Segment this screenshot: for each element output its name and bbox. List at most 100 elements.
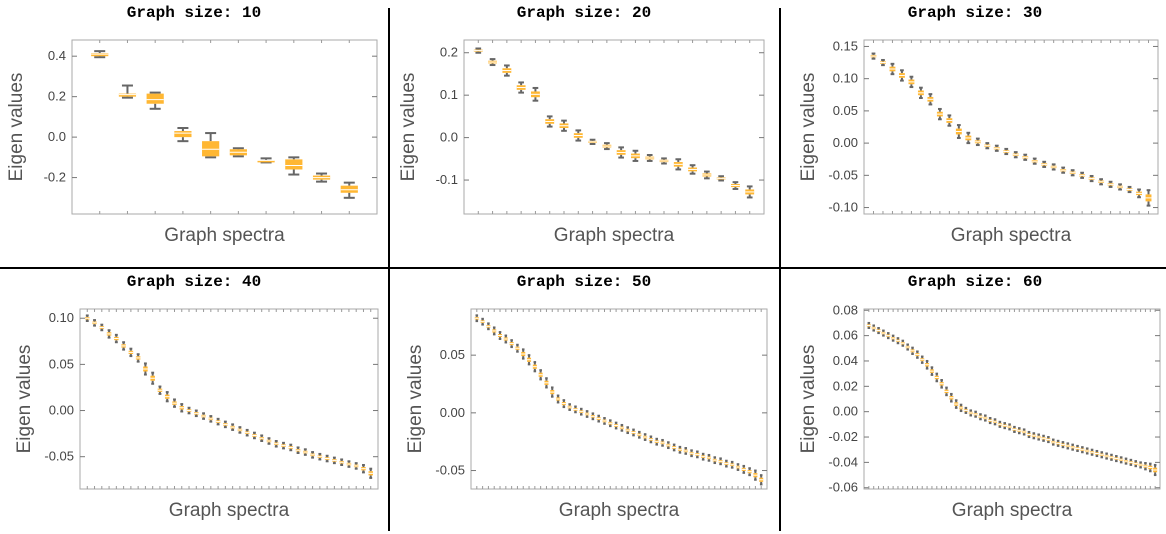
- box-mark: [1056, 439, 1061, 447]
- box-mark: [1090, 448, 1095, 456]
- box-mark: [1012, 151, 1019, 159]
- plot-frame: [463, 39, 765, 215]
- box-mark: [608, 419, 613, 428]
- box-mark: [1124, 457, 1129, 465]
- panel-graph-size-20: Graph size: 20 0.2 0.1 0.0 -0.1 Graph spectr…: [390, 0, 778, 265]
- y-axis-label: Eigen values: [798, 345, 819, 454]
- y-tick-label: 0.05: [833, 103, 858, 118]
- box-mark: [1031, 157, 1038, 165]
- box-mark: [1070, 443, 1075, 451]
- y-tick-label: 0.00: [833, 135, 858, 150]
- box-mark: [91, 50, 109, 59]
- box-mark: [1017, 427, 1022, 435]
- box-mark: [659, 157, 669, 165]
- box-mark: [257, 157, 275, 164]
- box-mark: [1002, 422, 1007, 430]
- box-mark: [702, 170, 712, 180]
- box-mark: [1104, 452, 1109, 460]
- box-mark: [1041, 434, 1046, 442]
- box-mark: [252, 431, 257, 440]
- y-axis-label: Eigen values: [398, 73, 419, 182]
- box-mark: [150, 371, 155, 385]
- panel-title: Graph size: 60: [907, 273, 1043, 291]
- box-mark: [978, 413, 983, 421]
- box-mark: [172, 398, 177, 408]
- box-mark: [955, 124, 962, 139]
- box-mark: [1107, 180, 1114, 188]
- box-mark: [905, 343, 910, 351]
- box-mark: [1148, 462, 1153, 473]
- box-mark: [567, 403, 572, 411]
- box-mark: [712, 456, 717, 465]
- box-mark: [718, 457, 723, 466]
- box-mark: [346, 460, 352, 468]
- box-mark: [1075, 444, 1080, 452]
- y-tick-label: -0.10: [828, 200, 858, 215]
- box-body: [91, 53, 109, 57]
- panel-graph-size-50: Graph size: 50 0.05 0.00 -0.05 Graph spectr…: [390, 269, 778, 534]
- panel-title: Graph size: 50: [516, 273, 652, 291]
- box-mark: [741, 464, 746, 474]
- box-mark: [312, 172, 331, 183]
- box-mark: [99, 323, 105, 332]
- box-mark: [974, 137, 981, 147]
- box-mark: [944, 386, 949, 397]
- box-mark: [954, 399, 959, 409]
- box-mark: [637, 430, 642, 439]
- y-tick-label: -0.06: [828, 480, 858, 495]
- box-mark: [689, 449, 694, 458]
- box-mark: [503, 334, 508, 344]
- box-mark: [492, 326, 497, 336]
- y-tick-label: -0.05: [828, 167, 858, 182]
- y-tick-label: 0.0: [440, 130, 458, 145]
- box-mark: [643, 433, 648, 441]
- box-mark: [1099, 451, 1104, 459]
- box-body: [174, 131, 192, 138]
- y-axis-label: Eigen values: [798, 73, 819, 182]
- box-mark: [900, 339, 905, 347]
- box-plot: 0.05 0.00 -0.05 Graph spectra Eigen values: [405, 308, 768, 521]
- box-mark: [881, 329, 886, 337]
- box-mark: [114, 333, 119, 344]
- box-mark: [559, 119, 569, 132]
- divider-horizontal: [0, 267, 1166, 269]
- box-mark: [1136, 188, 1142, 199]
- y-tick-label: 0.02: [833, 378, 858, 393]
- box-mark: [716, 175, 726, 182]
- y-axis-label: Eigen values: [14, 345, 35, 454]
- y-tick-label: 0.10: [833, 71, 858, 86]
- box-mark: [753, 469, 758, 481]
- box-plot: 0.2 0.1 0.0 -0.1 Graph spectra Eigen values: [398, 39, 765, 246]
- box-mark: [532, 361, 537, 373]
- box-plot: 0.10 0.05 0.00 -0.05 Graph spectra Eigen valu…: [14, 308, 379, 521]
- y-tick-label: -0.2: [44, 170, 66, 185]
- box-mark: [1088, 174, 1095, 183]
- box-mark: [1085, 447, 1090, 455]
- box-mark: [876, 327, 881, 335]
- y-tick-label: -0.05: [44, 449, 74, 464]
- box-mark: [516, 81, 526, 94]
- box-mark: [281, 441, 286, 450]
- box-mark: [915, 350, 920, 359]
- y-tick-label: 0.2: [440, 45, 458, 60]
- box-mark: [531, 86, 540, 102]
- box-mark: [898, 69, 905, 82]
- box-mark: [118, 84, 137, 99]
- panel-graph-size-40: Graph size: 40 0.10 0.05 0.00 -0.05 Graph sp…: [0, 269, 388, 534]
- y-tick-label: -0.02: [828, 429, 858, 444]
- box-mark: [368, 467, 373, 479]
- box-mark: [910, 346, 915, 355]
- y-tick-label: 0.04: [833, 353, 858, 368]
- y-tick-label: 0.00: [440, 405, 465, 420]
- y-tick-label: 0.05: [440, 347, 465, 362]
- box-mark: [645, 154, 655, 162]
- box-mark: [880, 58, 886, 67]
- box-mark: [701, 452, 706, 461]
- panel-graph-size-30: Graph size: 30 0.15 0.10 0.05 0.00 -0.05 -0.1…: [781, 0, 1166, 265]
- box-mark: [202, 132, 220, 159]
- box-mark: [1069, 169, 1076, 177]
- box-mark: [706, 453, 711, 462]
- box-mark: [631, 428, 636, 437]
- box-mark: [683, 447, 688, 455]
